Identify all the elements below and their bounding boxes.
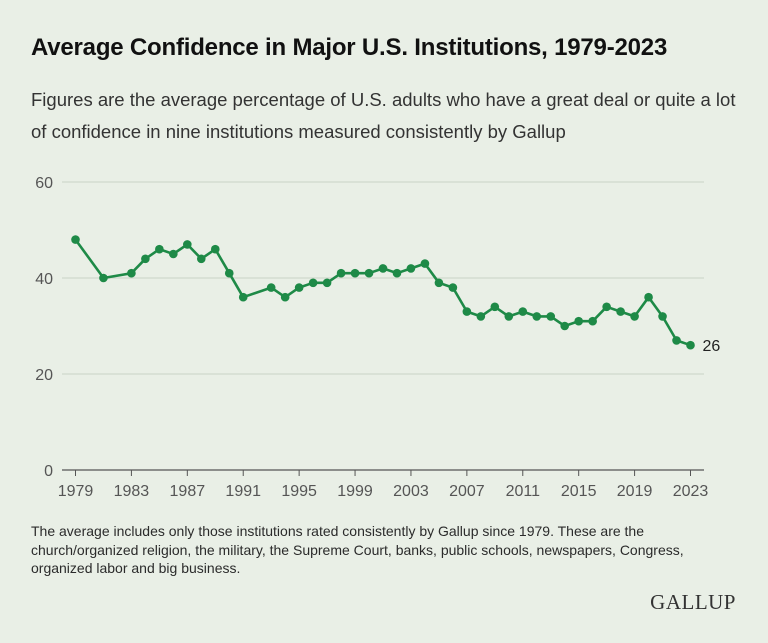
data-point [308,278,318,288]
end-value-label: 26 [703,338,721,355]
data-point [210,244,220,254]
x-tick-label: 1995 [281,483,317,500]
data-point [462,307,472,316]
data-point [169,249,178,259]
data-point [99,273,108,283]
data-point [490,302,500,312]
data-point [504,312,514,321]
line-chart: 0 20 40 60 1979 1983 1987 1991 1995 1999 2003 2007… [35,175,721,500]
x-tick-label: 2007 [449,483,485,500]
y-tick-label: 20 [35,367,53,384]
x-tick-label: 2003 [393,483,429,500]
grid-lines [62,181,704,471]
data-points [71,235,695,350]
data-point [406,264,416,273]
x-tick-label: 1987 [170,483,206,500]
data-point [224,268,234,278]
data-point [280,292,290,302]
data-point [518,307,528,316]
data-point [364,268,374,278]
data-point [560,321,570,331]
data-point [616,307,625,316]
x-tick-label: 1983 [114,483,150,500]
data-point [546,312,556,321]
data-point [294,283,304,292]
data-point [141,254,150,264]
data-point [434,278,444,288]
data-point [602,302,611,312]
x-tick-label: 1979 [58,483,94,500]
x-tick-label: 2023 [673,483,709,500]
series-line [74,238,691,347]
data-point [266,283,276,292]
y-axis-ticks: 0 20 40 60 [35,175,53,480]
x-axis-ticks: 1979 1983 1987 1991 1995 1999 2003 2007 2011 2015… [58,470,709,500]
data-point [644,292,653,302]
data-point [574,316,583,326]
data-point [238,292,248,302]
data-point [350,268,360,278]
x-tick-label: 1999 [337,483,373,500]
data-point [127,268,136,278]
x-tick-label: 1991 [225,483,261,500]
data-point [630,312,639,321]
gallup-logo: GALLUP [650,590,736,614]
y-tick-label: 60 [35,175,53,192]
data-point [322,278,332,288]
x-tick-label: 2015 [561,483,597,500]
data-point [183,240,192,249]
data-point [378,264,388,273]
data-point [672,336,681,345]
data-point [532,312,542,321]
data-point [336,268,346,278]
data-point [686,340,695,350]
footnote: The average includes only those institut… [31,523,684,576]
data-point [658,312,667,321]
data-point [476,312,486,321]
data-point [448,283,458,292]
data-point [420,259,430,268]
data-point [71,235,80,244]
data-point [588,316,597,326]
x-tick-label: 2011 [506,483,541,500]
chart-subtitle: Figures are the average percentage of U.… [31,89,736,142]
data-point [196,254,206,264]
chart-title: Average Confidence in Major U.S. Institu… [31,34,668,61]
data-point [392,268,402,278]
x-tick-label: 2019 [617,483,653,500]
y-tick-label: 40 [35,271,53,288]
data-point [155,244,164,254]
y-tick-label: 0 [44,463,53,480]
